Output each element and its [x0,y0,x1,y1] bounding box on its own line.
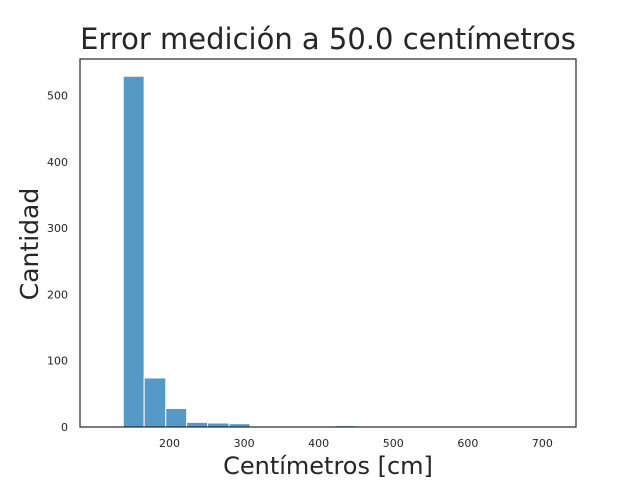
histogram-bar-1 [143,377,167,428]
bars-group [122,75,547,428]
y-tick-label: 100 [47,355,68,368]
x-tick-label: 600 [457,437,478,450]
x-tick-label: 300 [234,437,255,450]
y-tick-label: 300 [47,222,68,235]
x-tick-label: 400 [308,437,329,450]
y-tick-label: 400 [47,156,68,169]
y-tick-label: 0 [61,421,68,434]
chart-title: Error medición a 50.0 centímetros [80,22,576,56]
histogram-bar-2 [165,407,188,428]
histogram-bar-0 [122,75,145,428]
plot-frame [79,58,577,428]
y-axis-label: Cantidad [15,188,44,300]
y-tick-label: 500 [47,89,68,102]
y-tick-label: 200 [47,288,68,301]
x-tick-label: 500 [383,437,404,450]
x-tick-label: 700 [532,437,553,450]
y-axis-ticks: 0 100 200 300 400 500 [47,89,68,434]
x-axis-label: Centímetros [cm] [223,452,433,480]
x-axis-ticks: 200 300 400 500 600 700 [159,437,553,450]
histogram-bar-3 [186,421,209,428]
x-tick-label: 200 [159,437,180,450]
